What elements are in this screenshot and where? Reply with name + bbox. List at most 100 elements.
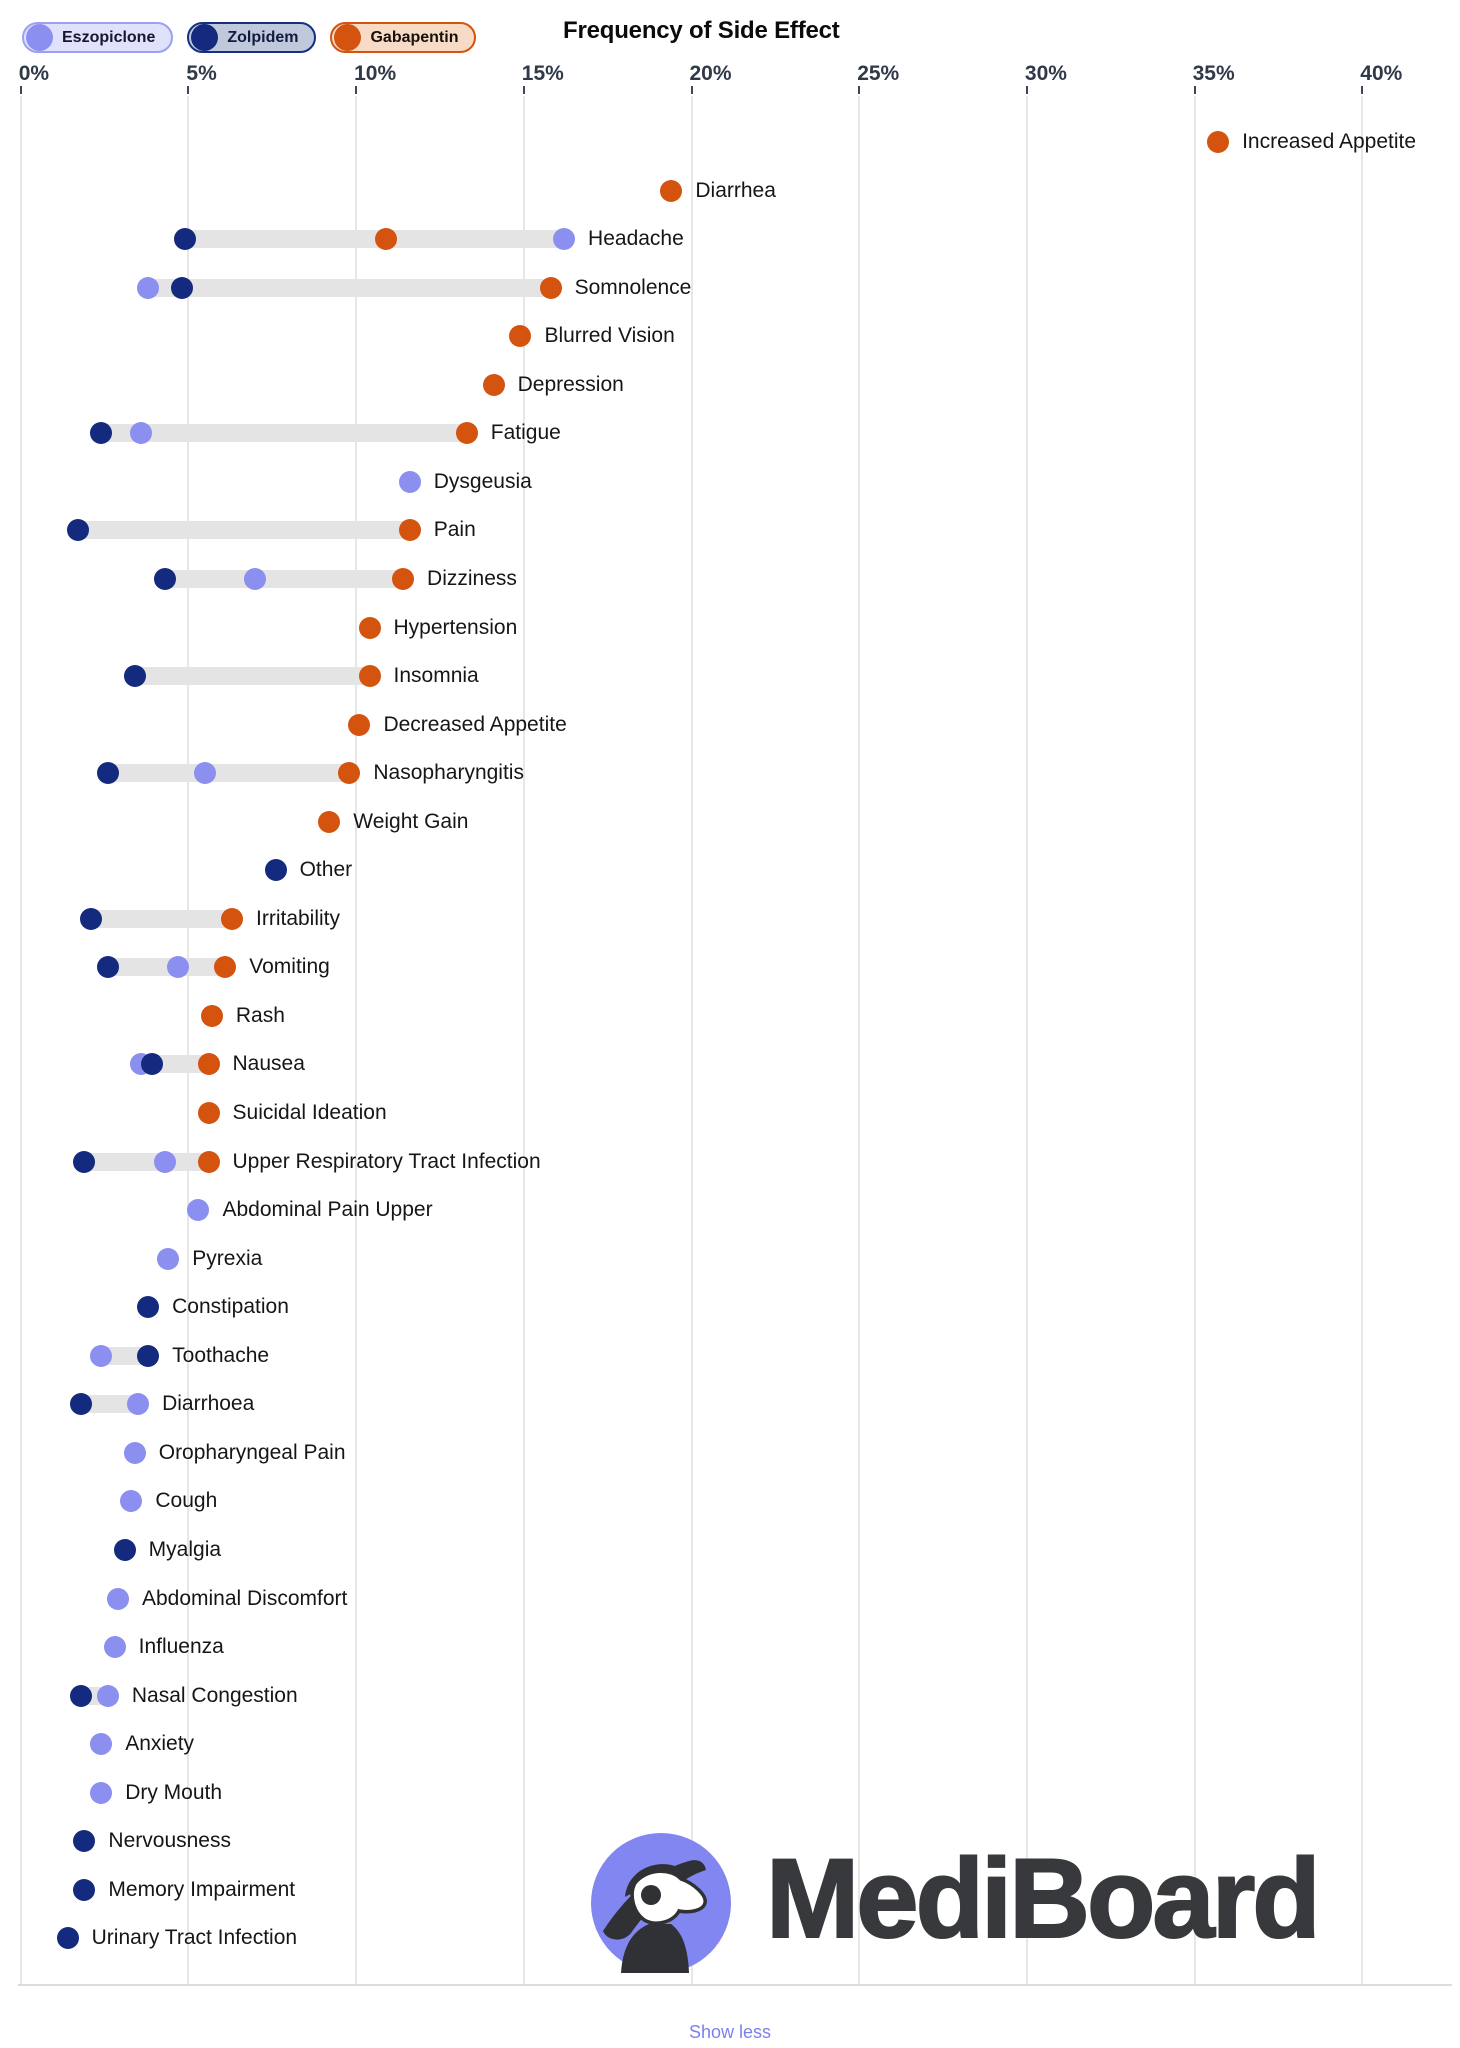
dot-gabapentin[interactable] [358, 616, 381, 639]
dot-zolpidem[interactable] [153, 567, 176, 590]
dot-zolpidem[interactable] [66, 519, 89, 542]
row-label: Cough [155, 1489, 218, 1513]
row-label: Anxiety [125, 1732, 195, 1756]
dot-zolpidem[interactable] [140, 1053, 163, 1076]
dot-zolpidem[interactable] [70, 1393, 93, 1416]
dot-gabapentin[interactable] [197, 1150, 220, 1173]
dot-gabapentin[interactable] [348, 713, 371, 736]
eszopiclone-dot-icon [26, 24, 53, 51]
dot-eszopiclone[interactable] [167, 956, 190, 979]
dot-zolpidem[interactable] [137, 1344, 160, 1367]
row-label: Pyrexia [192, 1246, 263, 1270]
dot-zolpidem[interactable] [73, 1878, 96, 1901]
dot-gabapentin[interactable] [392, 567, 415, 590]
dot-gabapentin[interactable] [660, 179, 683, 202]
legend-pill-zolpidem[interactable]: Zolpidem [187, 22, 317, 53]
row-label: Insomnia [393, 664, 479, 688]
x-tick-label-30pct: 30% [1024, 62, 1067, 85]
gridline-15pct [522, 96, 525, 1985]
dot-gabapentin[interactable] [318, 810, 341, 833]
gridline-5pct [187, 96, 190, 1985]
dot-eszopiclone[interactable] [157, 1247, 180, 1270]
row-label: Other [299, 858, 353, 882]
gabapentin-dot-icon [334, 24, 362, 51]
dot-gabapentin[interactable] [509, 325, 532, 348]
dot-gabapentin[interactable] [338, 762, 361, 785]
dot-gabapentin[interactable] [455, 422, 478, 445]
dot-eszopiclone[interactable] [127, 1393, 150, 1416]
dot-zolpidem[interactable] [73, 1150, 96, 1173]
row-label: Depression [517, 372, 624, 396]
dot-zolpidem[interactable] [73, 1830, 96, 1853]
connector-bar [75, 1152, 218, 1171]
row-label: Rash [235, 1003, 285, 1027]
dot-zolpidem[interactable] [96, 956, 119, 979]
dot-eszopiclone[interactable] [137, 276, 160, 299]
mediboard-logo-text: MediBoard [765, 1836, 1322, 1961]
row-label: Fatigue [490, 421, 561, 445]
row-label: Constipation [172, 1295, 289, 1319]
dot-gabapentin[interactable] [398, 519, 421, 542]
dot-eszopiclone[interactable] [398, 470, 421, 493]
row-label: Irritability [256, 906, 341, 930]
gridline-40pct [1361, 96, 1364, 1985]
dot-eszopiclone[interactable] [90, 1781, 113, 1804]
connector-bar [155, 569, 413, 588]
dot-zolpidem[interactable] [137, 1296, 160, 1319]
legend: Eszopiclone Zolpidem Gabapentin [22, 22, 477, 53]
dot-eszopiclone[interactable] [123, 1441, 146, 1464]
x-tick-label-25pct: 25% [857, 62, 900, 85]
legend-pill-gabapentin[interactable]: Gabapentin [330, 22, 477, 53]
row-label: Diarrhea [695, 178, 776, 202]
dot-eszopiclone[interactable] [153, 1150, 176, 1173]
legend-pill-eszopiclone[interactable]: Eszopiclone [22, 22, 174, 53]
row-label: Diarrhoea [162, 1392, 255, 1416]
dot-gabapentin[interactable] [482, 373, 505, 396]
dot-zolpidem[interactable] [264, 859, 287, 882]
dot-gabapentin[interactable] [358, 665, 381, 688]
x-tick-label-0pct: 0% [18, 62, 50, 85]
connector-bar [176, 230, 574, 249]
x-axis-line [18, 1984, 1452, 1986]
row-label: Influenza [138, 1635, 224, 1659]
dot-gabapentin[interactable] [539, 276, 562, 299]
x-tick-mark-40pct [1361, 86, 1364, 94]
dot-eszopiclone[interactable] [103, 1636, 126, 1659]
x-tick-label-15pct: 15% [521, 62, 564, 85]
dot-zolpidem[interactable] [170, 276, 193, 299]
dot-eszopiclone[interactable] [120, 1490, 143, 1513]
dot-zolpidem[interactable] [56, 1927, 79, 1950]
row-label: Suicidal Ideation [232, 1101, 387, 1124]
dot-eszopiclone[interactable] [106, 1587, 129, 1610]
row-label: Toothache [172, 1343, 270, 1367]
dot-eszopiclone[interactable] [553, 228, 576, 251]
dot-gabapentin[interactable] [197, 1053, 220, 1076]
dot-gabapentin[interactable] [200, 1004, 223, 1027]
dot-gabapentin[interactable] [221, 907, 243, 930]
dot-eszopiclone[interactable] [194, 762, 217, 785]
dot-zolpidem[interactable] [174, 228, 197, 251]
dot-eszopiclone[interactable] [96, 1684, 119, 1707]
dot-zolpidem[interactable] [80, 907, 103, 930]
dot-gabapentin[interactable] [375, 228, 398, 251]
dot-gabapentin[interactable] [214, 956, 237, 979]
legend-label-gabapentin: Gabapentin [370, 28, 459, 46]
dot-eszopiclone[interactable] [130, 422, 153, 445]
dot-zolpidem[interactable] [96, 762, 119, 785]
dot-zolpidem[interactable] [123, 665, 146, 688]
dot-gabapentin[interactable] [197, 1102, 220, 1124]
dot-zolpidem[interactable] [70, 1684, 93, 1707]
dot-zolpidem[interactable] [113, 1538, 136, 1561]
show-less-link[interactable]: Show less [688, 2022, 772, 2042]
dot-eszopiclone[interactable] [90, 1733, 113, 1756]
connector-bar [98, 958, 235, 977]
x-tick-mark-10pct [355, 86, 358, 94]
dot-eszopiclone[interactable] [90, 1344, 113, 1367]
row-label: Myalgia [148, 1537, 222, 1561]
dot-gabapentin[interactable] [1207, 131, 1230, 153]
dot-eszopiclone[interactable] [244, 567, 267, 590]
row-label: Dysgeusia [433, 469, 532, 493]
dot-zolpidem[interactable] [90, 422, 113, 445]
dot-eszopiclone[interactable] [187, 1199, 210, 1222]
